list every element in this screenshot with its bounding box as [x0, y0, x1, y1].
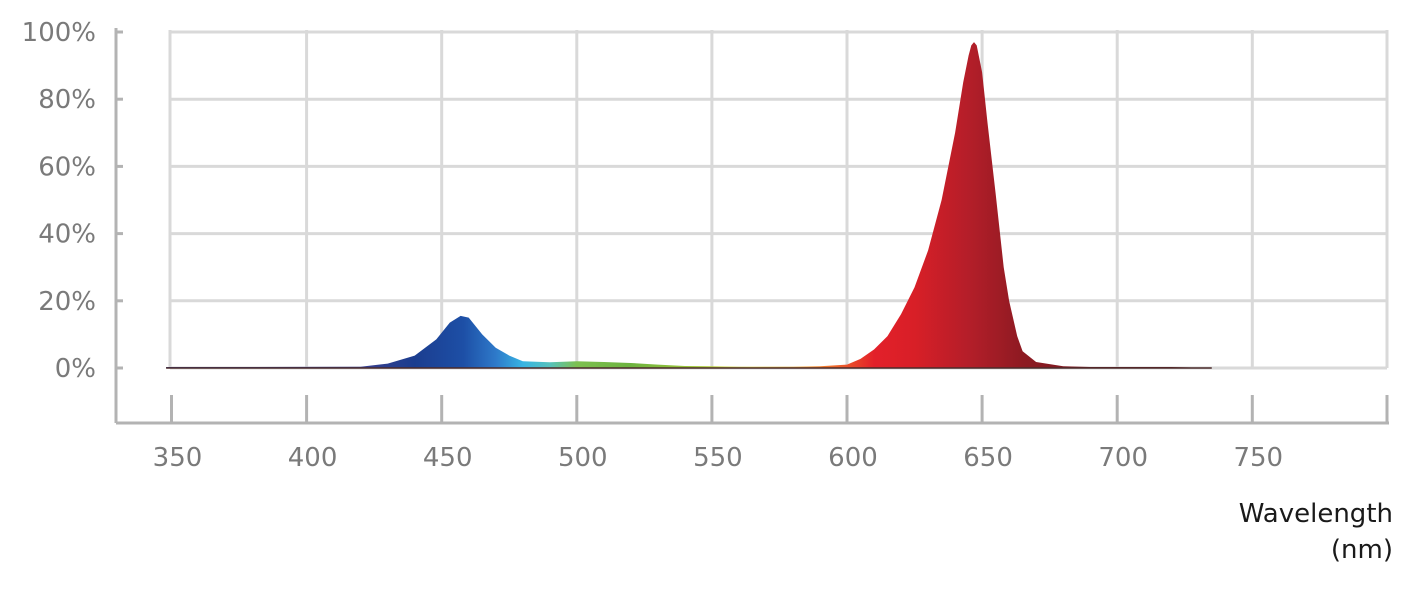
y-tick-label: 20% [38, 287, 96, 317]
y-tick-label: 80% [38, 85, 96, 115]
y-tick-label: 60% [38, 152, 96, 182]
axes [114, 28, 1389, 425]
y-tick-label: 0% [55, 354, 96, 384]
x-axis-title-line2: (nm) [1331, 535, 1393, 565]
x-tick-label: 600 [828, 443, 878, 473]
x-tick-label: 400 [288, 443, 338, 473]
x-tick-labels: 350 400 450 500 550 600 650 700 750 [153, 443, 1283, 473]
x-axis-title-line1: Wavelength [1239, 499, 1393, 529]
x-tick-label: 750 [1233, 443, 1283, 473]
y-tick-labels: 0% 20% 40% 60% 80% 100% [22, 18, 96, 384]
grid-lines [168, 30, 1389, 370]
x-tick-label: 650 [963, 443, 1013, 473]
y-tick-label: 40% [38, 220, 96, 250]
x-tick-label: 700 [1098, 443, 1148, 473]
x-tick-label: 500 [558, 443, 608, 473]
x-axis-title: Wavelength (nm) [1239, 499, 1393, 565]
x-tick-label: 450 [423, 443, 473, 473]
y-tick-label: 100% [22, 18, 96, 48]
spectrum-area [166, 42, 1212, 368]
x-tick-label: 350 [153, 443, 203, 473]
x-tick-label: 550 [693, 443, 743, 473]
spectrum-series [166, 42, 1212, 369]
